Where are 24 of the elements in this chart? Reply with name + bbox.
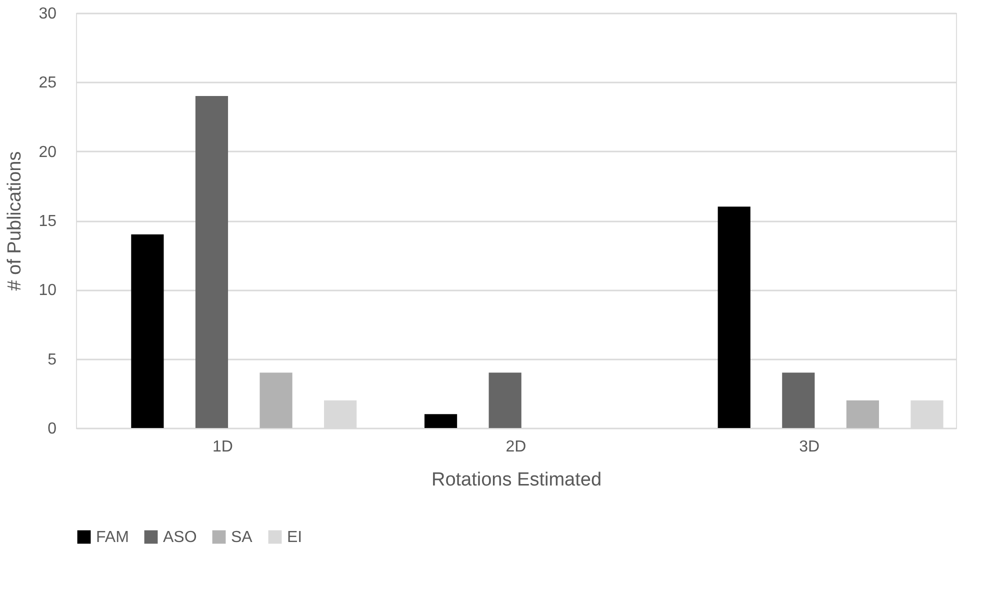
bar	[260, 372, 292, 428]
y-axis-title: # of Publications	[4, 151, 26, 291]
x-tick-label: 2D	[506, 438, 526, 456]
legend-label: EI	[287, 529, 302, 546]
y-tick-label: 10	[38, 282, 57, 300]
bar	[424, 414, 458, 428]
bar	[488, 372, 522, 428]
y-tick-label: 15	[38, 213, 57, 230]
legend-label: SA	[231, 529, 253, 546]
x-tick-label: 1D	[212, 438, 233, 456]
legend-label: FAM	[96, 529, 129, 546]
y-tick-label: 30	[38, 6, 57, 22]
y-tick-label: 5	[48, 351, 57, 368]
bar	[131, 234, 164, 428]
bar	[195, 96, 228, 428]
x-axis-title: Rotations Estimated	[431, 470, 602, 490]
y-tick-label: 0	[48, 420, 57, 438]
legend-label: ASO	[163, 529, 197, 546]
y-tick-label: 25	[38, 74, 57, 92]
bar	[718, 206, 750, 428]
bar	[846, 400, 879, 428]
x-tick-label: 3D	[799, 438, 820, 456]
y-tick-label: 20	[38, 144, 57, 161]
bar	[782, 372, 815, 428]
